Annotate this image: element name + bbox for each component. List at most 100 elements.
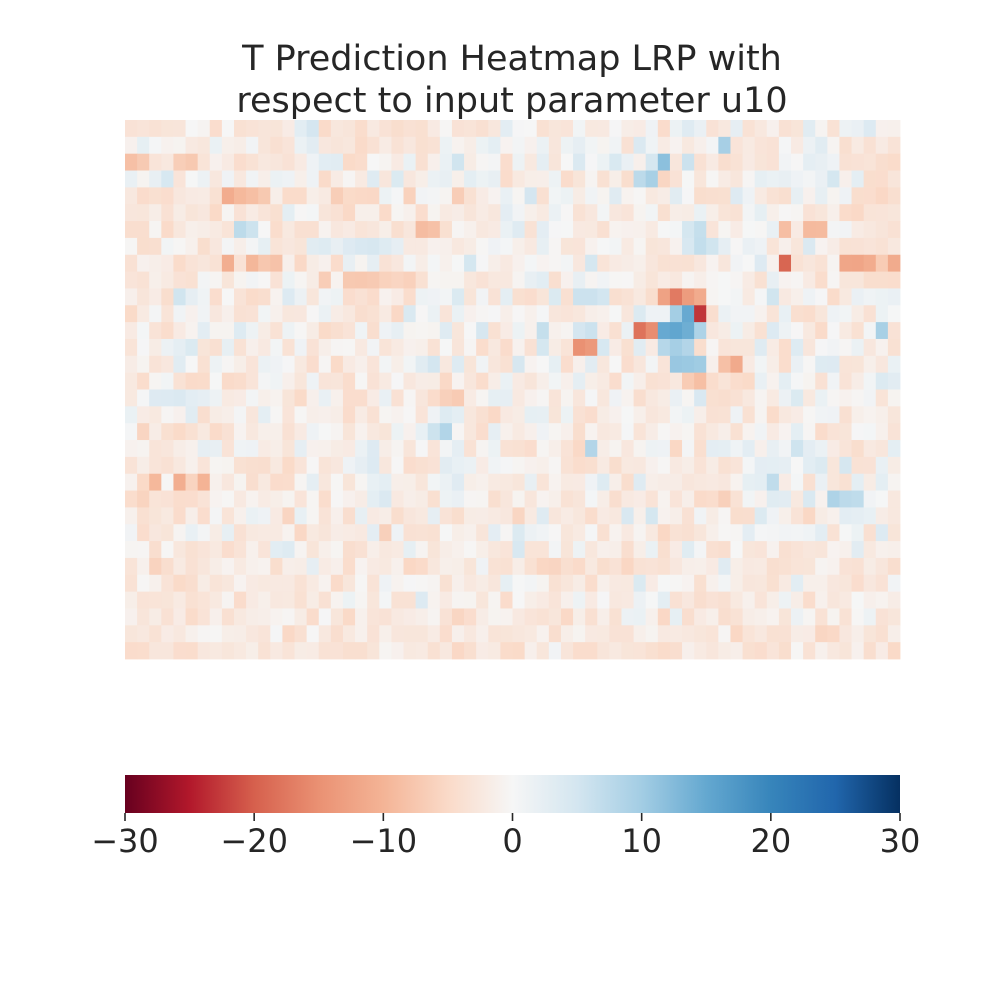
heatmap-cell xyxy=(149,406,162,424)
heatmap-cell xyxy=(391,423,404,441)
heatmap-cell xyxy=(512,372,526,390)
colorbar-tick-label: −30 xyxy=(91,822,159,860)
heatmap-cell xyxy=(403,541,417,559)
heatmap-cell xyxy=(197,574,211,593)
heatmap-cell xyxy=(706,136,719,155)
heatmap-cell xyxy=(233,237,247,256)
heatmap-cell xyxy=(403,423,417,441)
heatmap-cell xyxy=(161,338,174,357)
heatmap-cell xyxy=(209,237,223,256)
heatmap-cell xyxy=(415,305,429,323)
heatmap-cell xyxy=(597,254,610,272)
heatmap-cell xyxy=(621,322,634,340)
heatmap-cell xyxy=(233,170,247,188)
heatmap-cell xyxy=(839,322,852,340)
heatmap-cell xyxy=(270,440,283,458)
heatmap-cell xyxy=(609,204,622,222)
heatmap-cell xyxy=(633,642,647,660)
heatmap-cell xyxy=(185,440,199,458)
heatmap-cell xyxy=(778,456,792,475)
heatmap-cell xyxy=(403,524,417,542)
heatmap-cell xyxy=(294,322,308,340)
heatmap-cell xyxy=(827,456,840,475)
heatmap-cell xyxy=(766,440,780,458)
heatmap-cell xyxy=(645,507,659,525)
heatmap-cell xyxy=(597,120,610,138)
heatmap-cell xyxy=(391,237,404,256)
heatmap-cell xyxy=(621,642,634,660)
heatmap-cell xyxy=(282,440,295,458)
heatmap-cell xyxy=(754,187,768,205)
heatmap-cell xyxy=(318,440,332,458)
heatmap-cell xyxy=(573,541,586,559)
heatmap-cell xyxy=(137,288,150,306)
heatmap-cell xyxy=(233,221,247,239)
heatmap-cell xyxy=(427,120,441,138)
heatmap-cell xyxy=(887,187,901,205)
heatmap-cell xyxy=(318,305,332,323)
heatmap-cell xyxy=(282,490,295,508)
heatmap-cell xyxy=(258,608,271,626)
heatmap-cell xyxy=(694,372,707,390)
heatmap-cell xyxy=(197,608,211,626)
heatmap-cell xyxy=(439,591,453,609)
heatmap-cell xyxy=(476,591,489,609)
heatmap-cell xyxy=(839,170,852,188)
heatmap-cell xyxy=(403,338,417,357)
heatmap-cell xyxy=(500,271,513,289)
heatmap-cell xyxy=(669,338,683,357)
heatmap-cell xyxy=(488,591,501,609)
heatmap-cell xyxy=(791,389,804,407)
heatmap-cell xyxy=(488,524,501,542)
heatmap-cell xyxy=(258,153,271,171)
heatmap-cell xyxy=(209,507,223,525)
heatmap-cell xyxy=(791,322,804,340)
heatmap-cell xyxy=(149,524,162,542)
heatmap-cell xyxy=(609,507,622,525)
heatmap-cell xyxy=(221,271,235,289)
heatmap-cell xyxy=(633,608,647,626)
heatmap-cell xyxy=(209,541,223,559)
heatmap-cell xyxy=(791,406,804,424)
heatmap-cell xyxy=(342,120,356,138)
heatmap-cell xyxy=(706,372,719,390)
heatmap-cell xyxy=(355,541,368,559)
heatmap-cell xyxy=(451,423,465,441)
heatmap-cell xyxy=(766,507,780,525)
heatmap-cell xyxy=(246,591,259,609)
heatmap-cell xyxy=(573,288,586,306)
heatmap-cell xyxy=(560,642,574,660)
heatmap-cell xyxy=(161,490,174,508)
heatmap-cell xyxy=(306,574,320,593)
heatmap-cell xyxy=(682,389,695,407)
heatmap-cell xyxy=(367,440,380,458)
heatmap-cell xyxy=(197,389,211,407)
heatmap-cell xyxy=(730,389,743,407)
heatmap-cell xyxy=(706,254,719,272)
heatmap-cell xyxy=(330,642,344,660)
heatmap-cell xyxy=(137,271,150,289)
heatmap-cell xyxy=(524,170,538,188)
heatmap-cell xyxy=(633,507,647,525)
heatmap-cell xyxy=(778,642,792,660)
heatmap-cell xyxy=(585,642,598,660)
heatmap-cell xyxy=(512,456,526,475)
heatmap-cell xyxy=(476,541,489,559)
heatmap-cell xyxy=(875,204,889,222)
heatmap-cell xyxy=(270,389,283,407)
heatmap-cell xyxy=(500,591,513,609)
heatmap-cell xyxy=(258,136,271,155)
heatmap-cell xyxy=(125,557,138,576)
heatmap-cell xyxy=(839,406,852,424)
heatmap-cell xyxy=(863,557,877,576)
heatmap-cell xyxy=(791,120,804,138)
heatmap-cell xyxy=(342,355,356,374)
heatmap-cell xyxy=(476,338,489,357)
heatmap-cell xyxy=(439,221,453,239)
heatmap-cell xyxy=(803,389,816,407)
heatmap-cell xyxy=(645,389,659,407)
heatmap-cell xyxy=(875,591,889,609)
heatmap-cell xyxy=(560,574,574,593)
heatmap-cell xyxy=(476,372,489,390)
heatmap-cell xyxy=(573,271,586,289)
